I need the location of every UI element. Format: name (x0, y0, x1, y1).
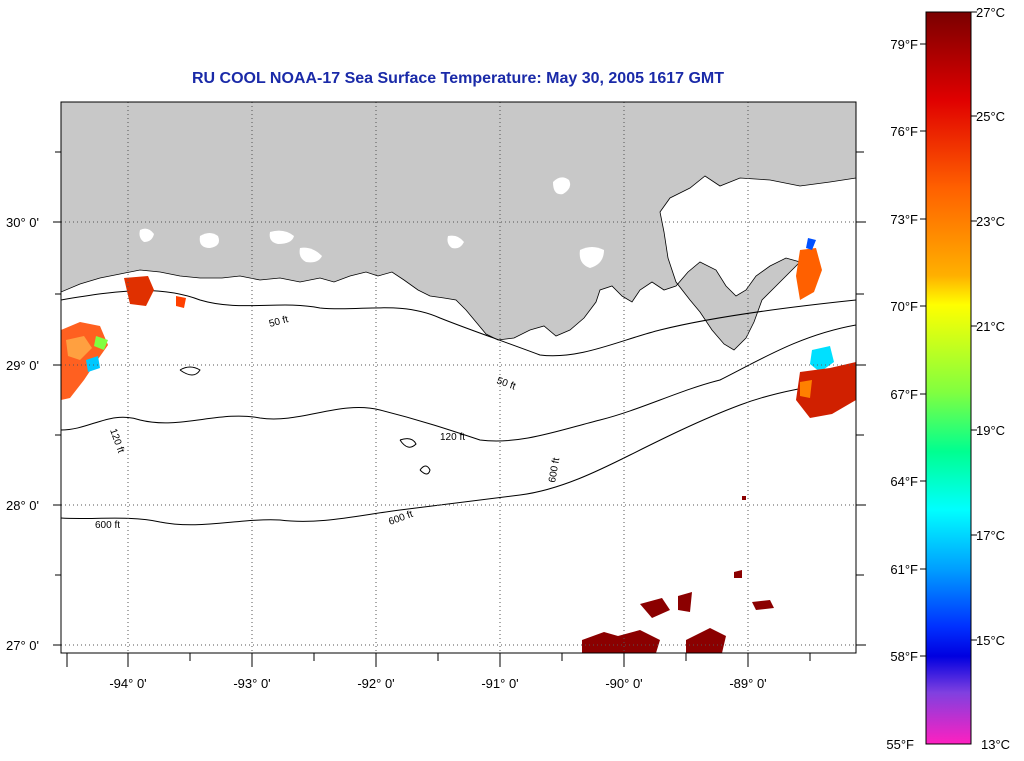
contour (179, 366, 201, 376)
lon-label: -89° 0' (729, 676, 766, 691)
isobath-label: 120 ft (440, 432, 465, 443)
lon-label: -93° 0' (233, 676, 270, 691)
colorbar-label-f: 76°F (890, 124, 918, 139)
lake (447, 235, 464, 249)
lake (199, 233, 219, 248)
colorbar-label-c: 27°C (976, 5, 1005, 20)
isobath-120ft (61, 324, 856, 442)
lat-label: 29° 0' (6, 358, 39, 373)
colorbar-label-f: 67°F (890, 387, 918, 402)
colorbar (925, 11, 972, 745)
land-mass (61, 102, 856, 351)
isobath-label: 600 ft (547, 457, 562, 484)
lon-label: -91° 0' (481, 676, 518, 691)
colorbar-label-c: 17°C (976, 528, 1005, 543)
colorbar-label-f: 61°F (890, 562, 918, 577)
lat-label: 28° 0' (6, 498, 39, 513)
lon-label: -92° 0' (357, 676, 394, 691)
lake (579, 247, 604, 268)
colorbar-label-c: 23°C (976, 214, 1005, 229)
colorbar-label-f: 55°F (886, 737, 914, 752)
lake (299, 247, 322, 263)
colorbar-label-c: 13°C (981, 737, 1010, 752)
isobath-600ft (61, 379, 856, 526)
colorbar-label-f: 70°F (890, 299, 918, 314)
colorbar-label-c: 15°C (976, 633, 1005, 648)
isobath-label: 50 ft (268, 314, 290, 330)
lake (139, 228, 154, 242)
colorbar-label-f: 64°F (890, 474, 918, 489)
colorbar-label-f: 73°F (890, 212, 918, 227)
lat-label: 30° 0' (6, 215, 39, 230)
sst-patches (61, 238, 856, 653)
map-frame (60, 101, 857, 654)
isobath-50ft (61, 290, 856, 357)
lon-label: -94° 0' (109, 676, 146, 691)
contour (399, 438, 417, 448)
contour (419, 465, 431, 475)
colorbar-label-c: 21°C (976, 319, 1005, 334)
colorbar-label-f: 58°F (890, 649, 918, 664)
lake (553, 177, 571, 195)
isobath-label: 600 ft (95, 520, 120, 531)
map-title: RU COOL NOAA-17 Sea Surface Temperature:… (191, 70, 725, 87)
colorbar-label-f: 79°F (890, 37, 918, 52)
colorbar-label-c: 25°C (976, 109, 1005, 124)
lat-label: 27° 0' (6, 638, 39, 653)
lon-label: -90° 0' (605, 676, 642, 691)
colorbar-label-c: 19°C (976, 423, 1005, 438)
lake (269, 230, 294, 244)
